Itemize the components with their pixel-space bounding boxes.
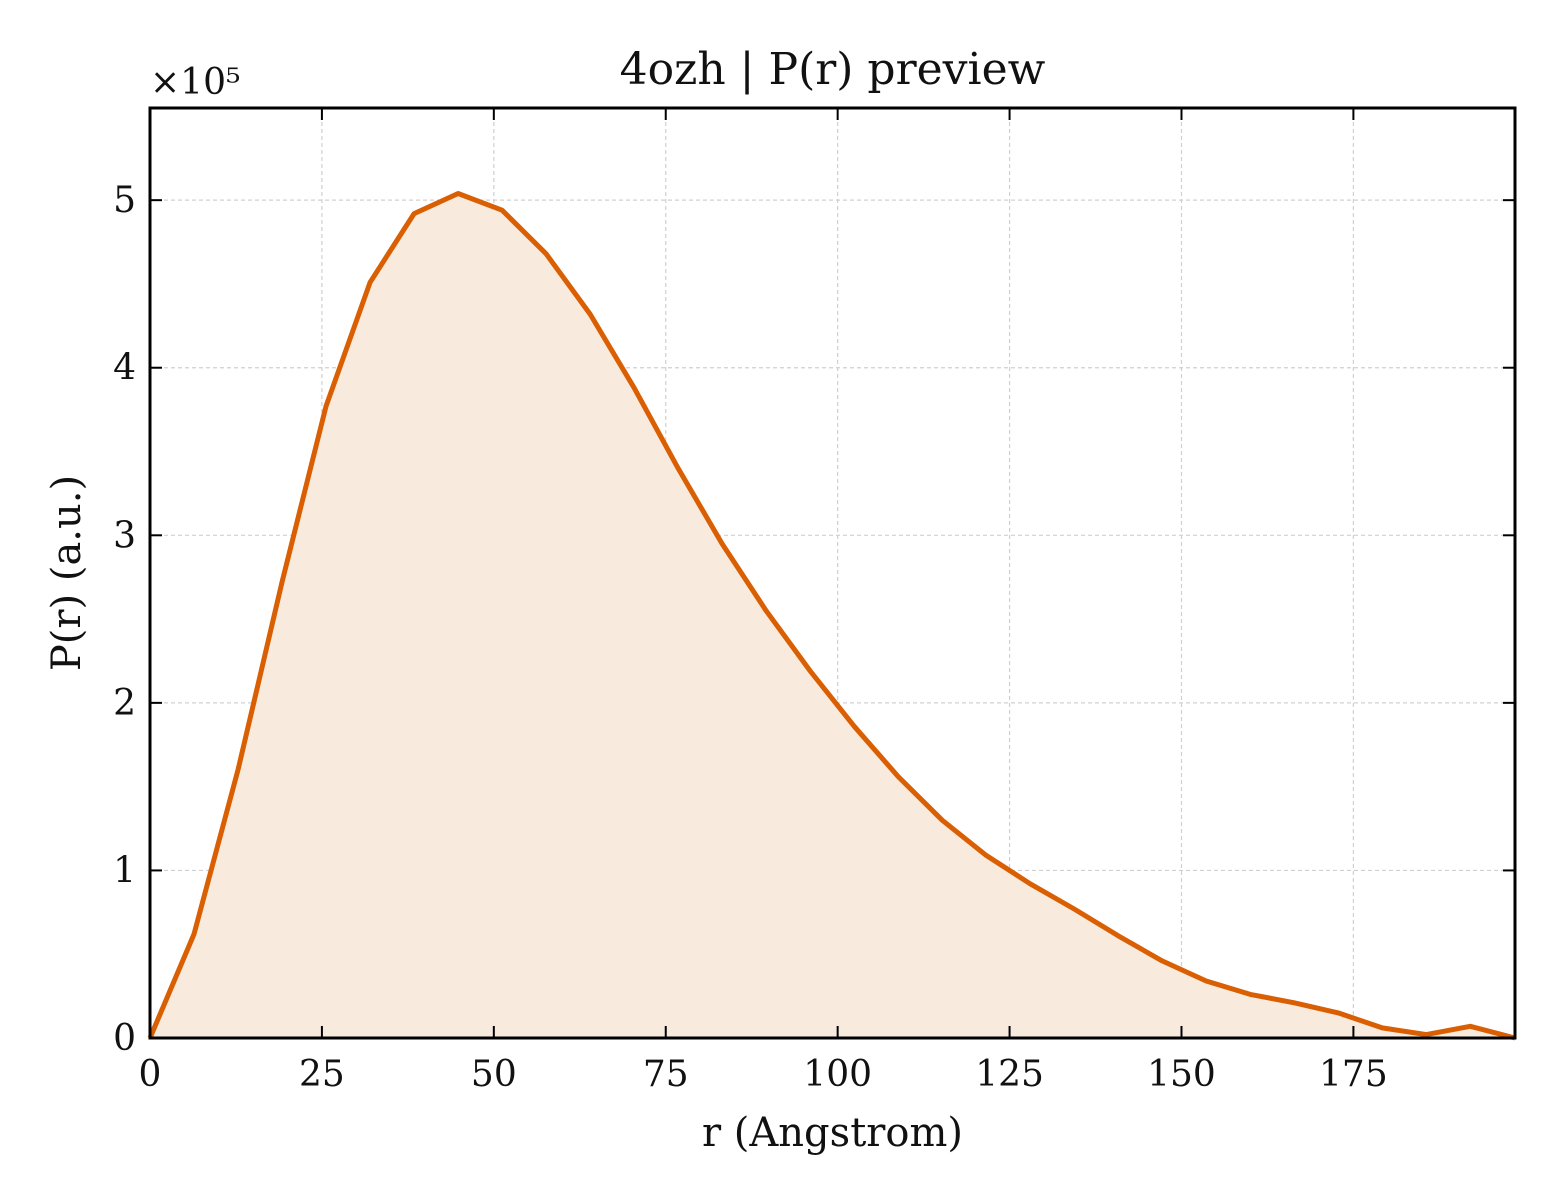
series-line [147,191,1516,1041]
y-tick-label: 3 [113,515,136,556]
y-tick-label: 5 [113,180,136,221]
x-tick-label: 0 [139,1054,162,1095]
series-line-layer [147,191,1516,1041]
x-tick-label: 25 [299,1054,345,1095]
y-tick-label: 2 [113,683,136,724]
x-tick-label: 150 [1147,1054,1216,1095]
y-offset-label: ×10⁵ [150,62,240,103]
series-area-fill [150,193,1515,1038]
y-tick-label: 4 [113,348,136,389]
ticks: 0 25 50 75 100 125 150 175 0 1 2 3 4 5 [113,108,1515,1095]
x-tick-label: 125 [975,1054,1044,1095]
plot-frame [148,106,1517,1040]
y-tick-label: 1 [113,850,136,891]
x-tick-label: 50 [471,1054,517,1095]
area-fill-layer [150,193,1515,1038]
x-tick-label: 75 [643,1054,689,1095]
x-tick-label: 175 [1319,1054,1388,1095]
x-tick-label: 100 [803,1054,872,1095]
y-tick-label: 0 [113,1018,136,1059]
y-axis-label: P(r) (a.u.) [44,475,90,671]
chart-title: 4ozh | P(r) preview [620,44,1046,95]
x-axis-label: r (Angstrom) [702,1110,963,1156]
